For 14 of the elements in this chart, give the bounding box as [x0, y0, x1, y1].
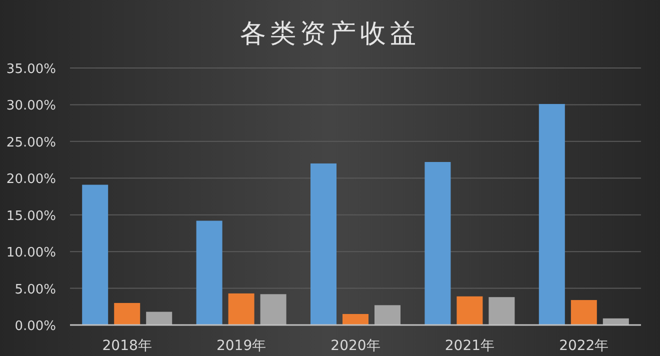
y-tick-label: 35.00% — [6, 62, 56, 77]
y-tick-label: 0.00% — [14, 319, 56, 334]
chart-title: 各类资产收益 — [240, 19, 420, 49]
x-tick-label: 2021年 — [444, 338, 495, 354]
y-tick-label: 10.00% — [6, 246, 56, 261]
y-tick-label: 15.00% — [6, 208, 56, 224]
x-tick-label: 2020年 — [330, 338, 380, 354]
x-tick-label: 2022年 — [559, 338, 609, 354]
x-tick-label: 2019年 — [216, 338, 266, 354]
y-tick-label: 5.00% — [14, 282, 56, 298]
y-tick-label: 20.00% — [6, 172, 56, 188]
x-tick-label: 2018年 — [102, 338, 152, 354]
y-tick-label: 30.00% — [6, 98, 56, 114]
y-tick-label: 25.00% — [6, 135, 56, 150]
